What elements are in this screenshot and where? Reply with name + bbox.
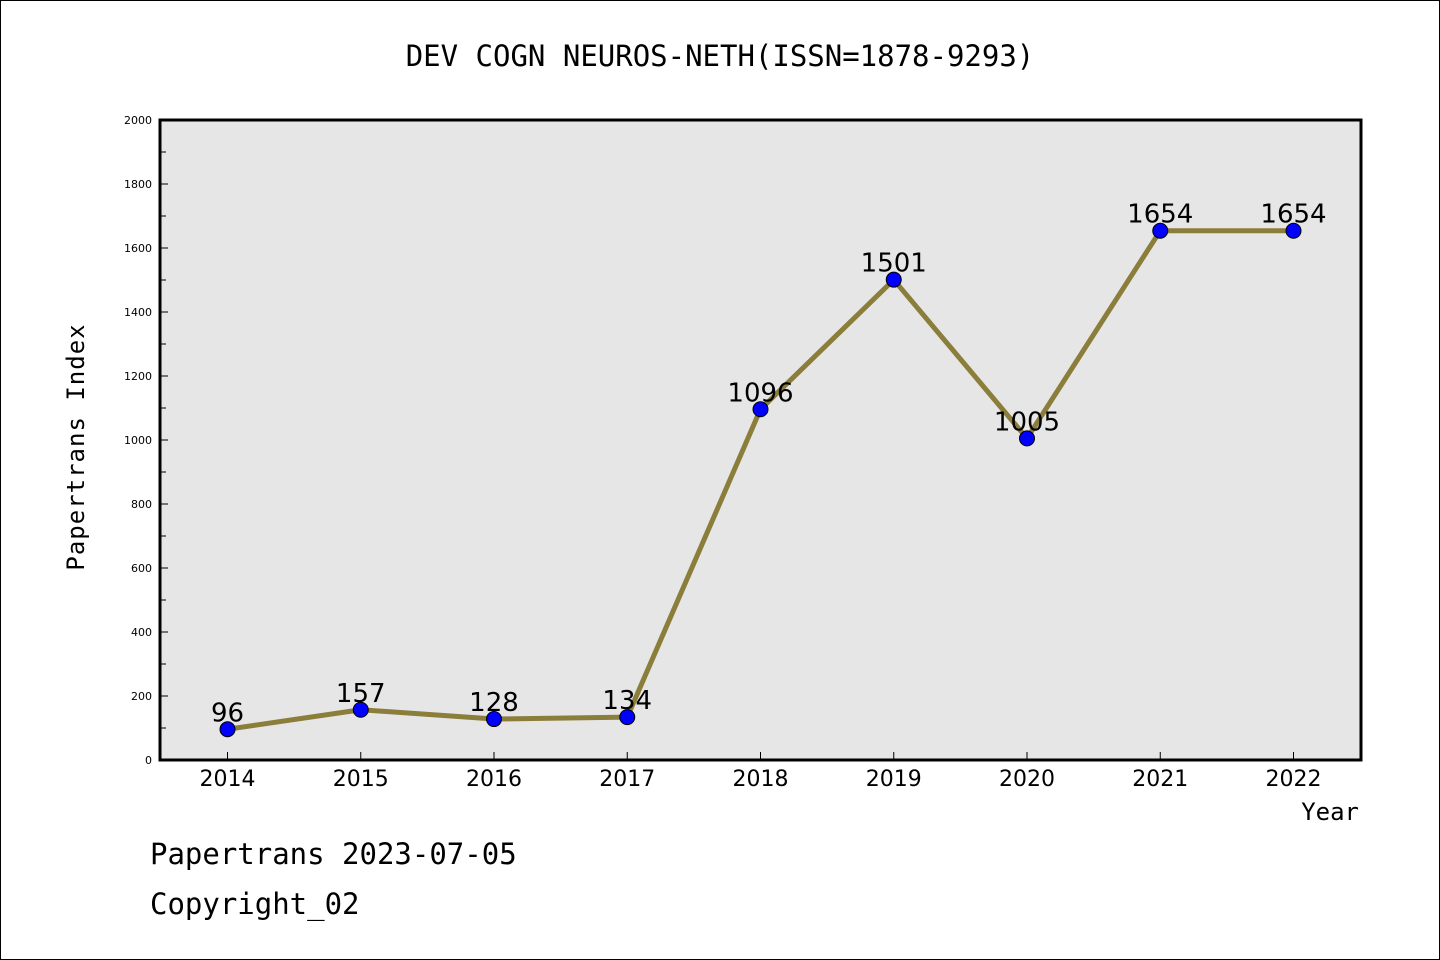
data-label-layer: 96 157 128 134 1096 1501 1005 1654 1654	[211, 200, 1327, 729]
x-tick-label: 2022	[1266, 767, 1322, 792]
data-point	[352, 701, 369, 718]
data-label: 157	[336, 679, 386, 709]
y-tick-label: 600	[131, 562, 152, 575]
footer-copyright: Copyright_02	[150, 887, 360, 922]
y-tick-label: 0	[145, 754, 152, 767]
data-label: 1501	[861, 249, 927, 279]
chart-title: DEV COGN NEUROS-NETH(ISSN=1878-9293)	[406, 39, 1035, 73]
data-label: 96	[211, 698, 244, 728]
data-point	[219, 721, 236, 738]
data-point	[1285, 222, 1302, 239]
data-label: 134	[602, 686, 652, 716]
data-label: 1654	[1127, 200, 1193, 230]
footer-date: Papertrans 2023-07-05	[150, 837, 517, 871]
y-tick-label: 1200	[124, 370, 152, 383]
y-tick-label: 1600	[124, 242, 152, 255]
x-tick-label: 2015	[333, 767, 389, 792]
data-point	[752, 401, 769, 418]
data-point	[885, 271, 902, 288]
y-tick-label: 1000	[124, 434, 152, 447]
plot-border	[158, 118, 1363, 762]
x-tick-label: 2021	[1132, 767, 1188, 792]
data-label: 1096	[727, 378, 793, 408]
y-tick-label: 1800	[124, 178, 152, 191]
x-tick-label: 2019	[866, 767, 922, 792]
x-axis-label: Year	[1301, 798, 1359, 826]
data-label: 1005	[994, 407, 1060, 437]
data-label: 128	[469, 688, 519, 718]
data-point	[1019, 430, 1035, 447]
x-tick-label: 2016	[466, 767, 522, 792]
x-tick-label: 2017	[599, 767, 655, 792]
y-tick-label: 2000	[124, 114, 152, 127]
y-tick-label: 800	[131, 498, 152, 511]
y-tick-label: 400	[131, 626, 152, 639]
data-point	[619, 709, 636, 726]
data-point	[1152, 222, 1169, 239]
y-axis: 0 200 400 600 800 1000 1200 1400 1600 1800 2000	[124, 114, 168, 767]
x-tick-label: 2018	[733, 767, 789, 792]
x-tick-label: 2020	[999, 767, 1055, 792]
y-tick-label: 1400	[124, 306, 152, 319]
data-label: 1654	[1260, 200, 1326, 230]
y-axis-label: Papertrans Index	[62, 323, 90, 570]
data-point	[486, 711, 502, 728]
y-tick-label: 200	[131, 690, 152, 703]
x-tick-label: 2014	[200, 767, 256, 792]
marker-layer	[219, 222, 1302, 738]
x-axis: 2014 2015 2016 2017 2018 2019 2020 2021 2022	[200, 752, 1322, 792]
